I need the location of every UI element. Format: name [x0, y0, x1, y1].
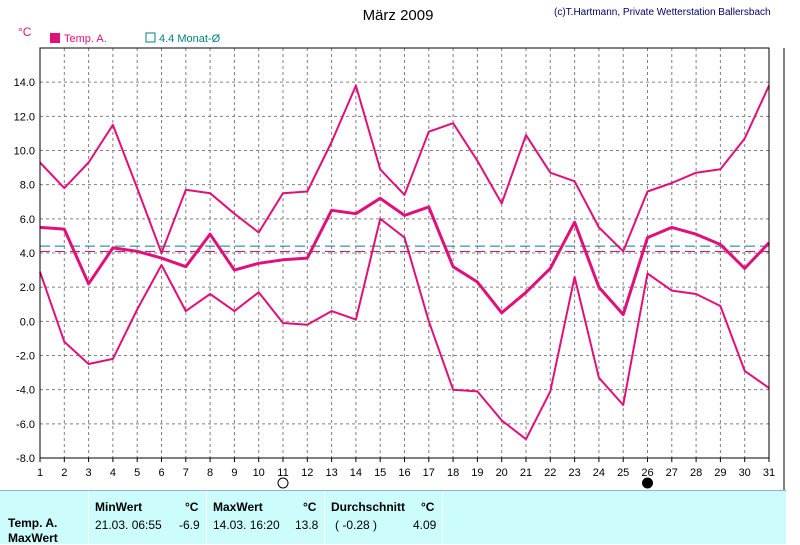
stats-divider	[442, 491, 445, 544]
y-tick-labels: -8.0 -6.0 -4.0 -2.0 0.0 2.0 4.0 6.0 8.0 10.0 12.0 1…	[14, 77, 35, 465]
series-line-max	[39, 84, 770, 254]
x-tick-label: 9	[231, 467, 237, 479]
x-tick-label: 28	[690, 467, 702, 479]
x-tick-label: 10	[253, 467, 265, 479]
stats-panel: Temp. A. MaxWert MinWert °C 21.03. 06:55…	[0, 490, 786, 545]
chart-title: März 2009	[363, 7, 434, 24]
x-tick-label: 5	[134, 467, 140, 479]
stats-avg-column: Durchschnitt °C ( -0.28 ) 4.09	[324, 491, 443, 544]
y-tick-label: 12.0	[14, 111, 35, 123]
stats-row-label: Temp. A.	[8, 516, 58, 530]
stats-max-value: 13.8	[295, 518, 319, 532]
stats-min-when: 21.03. 06:55	[95, 518, 162, 532]
y-tick-label: -8.0	[16, 453, 35, 465]
y-tick-label: -2.0	[16, 351, 35, 363]
x-tick-label: 14	[350, 467, 362, 479]
x-tick-label: 12	[301, 467, 313, 479]
y-tick-label: 6.0	[20, 214, 35, 226]
stats-max-when: 14.03. 16:20	[213, 518, 280, 532]
x-tick-labels: 1 2 3 4 5 6 7 8 9 10 11 12 13 14 15 16 17 18 19 20 21 22 23 24 2…	[37, 467, 775, 479]
stats-min-header: MinWert	[95, 500, 143, 514]
stats-max-column: MaxWert °C 14.03. 16:20 13.8	[206, 491, 325, 544]
stats-max-unit: °C	[303, 500, 317, 514]
legend-marker-temp	[50, 33, 60, 43]
x-tick-label: 1	[37, 467, 43, 479]
plot-frame	[39, 47, 770, 459]
x-tick-label: 8	[207, 467, 213, 479]
y-unit-label: °C	[18, 25, 32, 39]
x-tick-label: 27	[666, 467, 678, 479]
y-tick-label: 2.0	[20, 282, 35, 294]
stats-min-unit: °C	[185, 500, 199, 514]
y-tick-label: 8.0	[20, 180, 35, 192]
legend-label-mean: 4.4 Monat-Ø	[159, 33, 221, 45]
x-tick-label: 24	[593, 467, 605, 479]
x-tick-label: 25	[617, 467, 629, 479]
x-tick-label: 15	[374, 467, 386, 479]
series-lines	[39, 84, 771, 441]
x-tick-label: 6	[158, 467, 164, 479]
x-tick-label: 13	[325, 467, 337, 479]
temperature-chart: März 2009 (c)T.Hartmann, Private Wetters…	[0, 0, 800, 490]
x-tick-label: 17	[423, 467, 435, 479]
y-tick-label: 14.0	[14, 77, 35, 89]
stats-max-header: MaxWert	[213, 500, 263, 514]
stats-avg-unit: °C	[421, 500, 435, 514]
stats-min-value: -6.9	[179, 518, 200, 532]
x-tick-label: 2	[61, 467, 67, 479]
moon-full-icon	[277, 477, 289, 489]
y-tick-label: -4.0	[16, 385, 35, 397]
y-tick-label: 4.0	[20, 248, 35, 260]
x-tick-label: 30	[739, 467, 751, 479]
x-tick-label: 29	[714, 467, 726, 479]
y-tick-label: -6.0	[16, 419, 35, 431]
x-tick-label: 16	[398, 467, 410, 479]
stats-row-label-2: MaxWert	[8, 531, 58, 545]
moon-phases	[277, 477, 653, 489]
y-tick-label: 10.0	[14, 146, 35, 158]
right-strip	[786, 490, 800, 543]
x-tick-label: 19	[471, 467, 483, 479]
moon-new-icon	[642, 477, 653, 489]
stats-min-column: MinWert °C 21.03. 06:55 -6.9	[88, 491, 207, 544]
legend-label-temp: Temp. A.	[64, 33, 107, 45]
x-tick-label: 4	[110, 467, 116, 479]
x-tick-label: 11	[277, 467, 288, 479]
series-line-avg	[39, 196, 771, 316]
stats-avg-extra: ( -0.28 )	[335, 518, 378, 532]
x-tick-label: 7	[183, 467, 189, 479]
series-line-min	[39, 217, 770, 441]
x-tick-label: 18	[447, 467, 459, 479]
stats-avg-header: Durchschnitt	[331, 500, 406, 514]
x-tick-label: 22	[544, 467, 556, 479]
plot-background	[0, 0, 800, 490]
x-tick-label: 20	[496, 467, 508, 479]
legend-marker-mean	[145, 32, 156, 43]
x-tick-label: 31	[763, 467, 775, 479]
x-tick-label: 3	[86, 467, 92, 479]
x-tick-label: 23	[568, 467, 580, 479]
stats-avg-value: 4.09	[413, 518, 437, 532]
x-tick-label: 26	[641, 467, 653, 479]
y-tick-label: 0.0	[20, 316, 35, 328]
x-tick-label: 21	[520, 467, 532, 479]
chart-credit: (c)T.Hartmann, Private Wetterstation Bal…	[554, 7, 771, 18]
